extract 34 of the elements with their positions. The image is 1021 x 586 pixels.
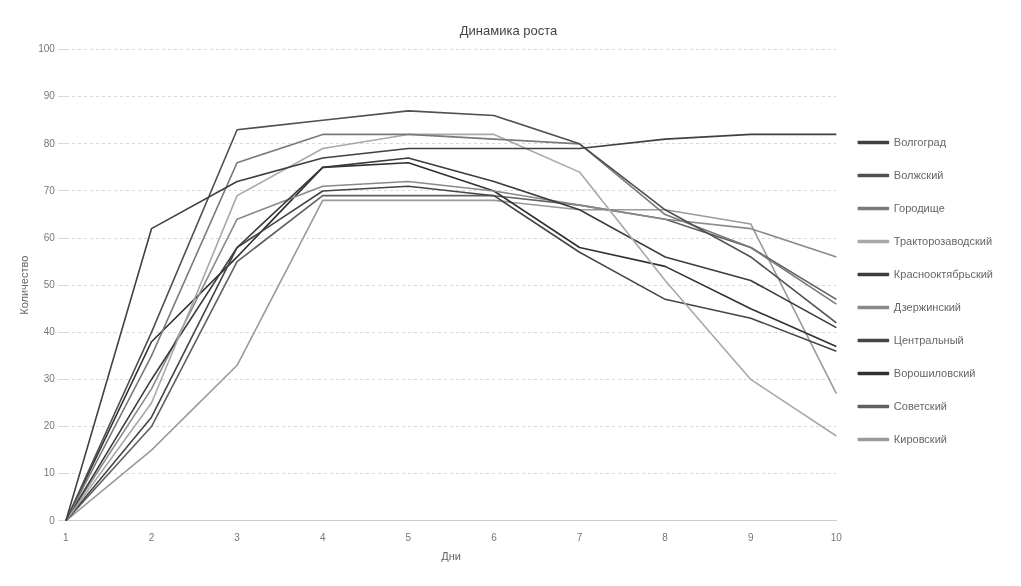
y-tick-label: 80 [43,137,56,149]
legend-label: Центральный [893,333,964,346]
x-tick-label: 4 [319,531,326,543]
legend-label: Тракторозаводский [893,234,993,247]
x-tick-label: 10 [830,531,843,543]
x-tick-label: 3 [234,531,241,543]
x-tick-label: 9 [747,531,754,543]
legend-label: Кировский [893,432,947,445]
legend-label: Городище [893,201,945,214]
x-tick-label: 5 [405,531,412,543]
y-tick-label: 30 [43,373,56,385]
y-tick-label: 70 [43,184,56,196]
x-tick-label: 1 [63,531,70,543]
y-tick-label: 10 [43,467,56,479]
y-axis-title: Количество [17,255,30,315]
x-tick-label: 2 [148,531,155,543]
chart-title: Динамика роста [459,23,559,39]
legend-label: Дзержинский [893,300,962,313]
x-tick-label: 7 [576,531,583,543]
legend-label: Советский [893,399,947,412]
legend-label: Ворошиловский [893,366,976,379]
y-tick-label: 40 [43,326,56,338]
y-tick-label: 60 [43,231,56,243]
y-tick-label: 50 [43,278,56,290]
x-tick-label: 8 [662,531,669,543]
x-tick-label: 6 [491,531,498,543]
y-tick-label: 90 [43,90,56,102]
legend-label: Краснооктябрьский [893,267,994,280]
y-tick-label: 20 [43,420,56,432]
legend-label: Волгоград [893,135,947,148]
x-axis-title: Дни [441,550,461,563]
y-tick-label: 0 [49,514,56,526]
y-tick-label: 100 [38,43,56,55]
legend-label: Волжский [893,168,944,181]
